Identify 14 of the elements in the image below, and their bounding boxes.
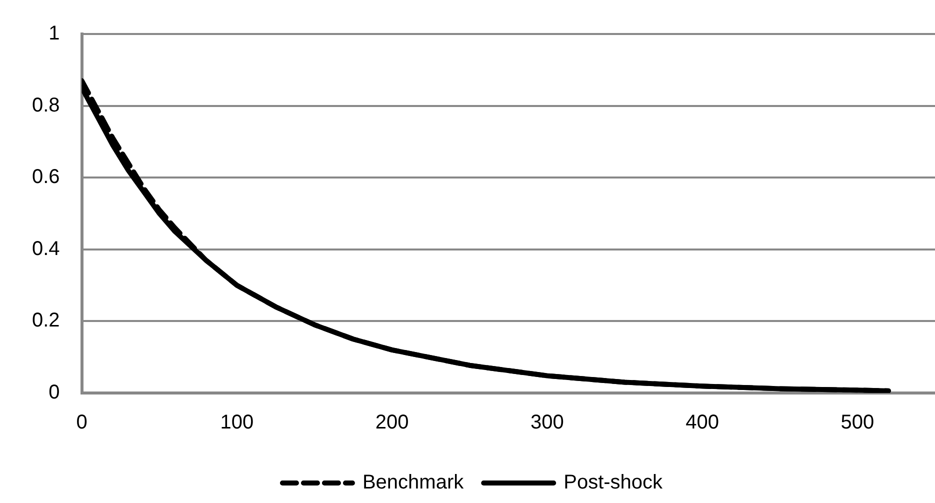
x-tick-label: 100 bbox=[220, 412, 254, 434]
y-tick-label: 0.4 bbox=[32, 238, 60, 260]
x-tick-label: 300 bbox=[530, 412, 564, 434]
x-tick-label: 500 bbox=[840, 412, 874, 434]
y-tick-label: 0 bbox=[48, 382, 60, 404]
legend-label: Benchmark bbox=[362, 472, 465, 494]
y-tick-label: 1 bbox=[48, 22, 60, 45]
x-tick-label: 400 bbox=[686, 412, 719, 434]
legend-label: Post-shock bbox=[564, 472, 664, 494]
y-tick-label: 0.6 bbox=[32, 166, 60, 188]
x-tick-label: 0 bbox=[76, 412, 88, 434]
y-tick-label: 0.8 bbox=[32, 94, 60, 116]
x-tick-label: 200 bbox=[375, 412, 409, 434]
y-tick-label: 0.2 bbox=[32, 310, 60, 332]
